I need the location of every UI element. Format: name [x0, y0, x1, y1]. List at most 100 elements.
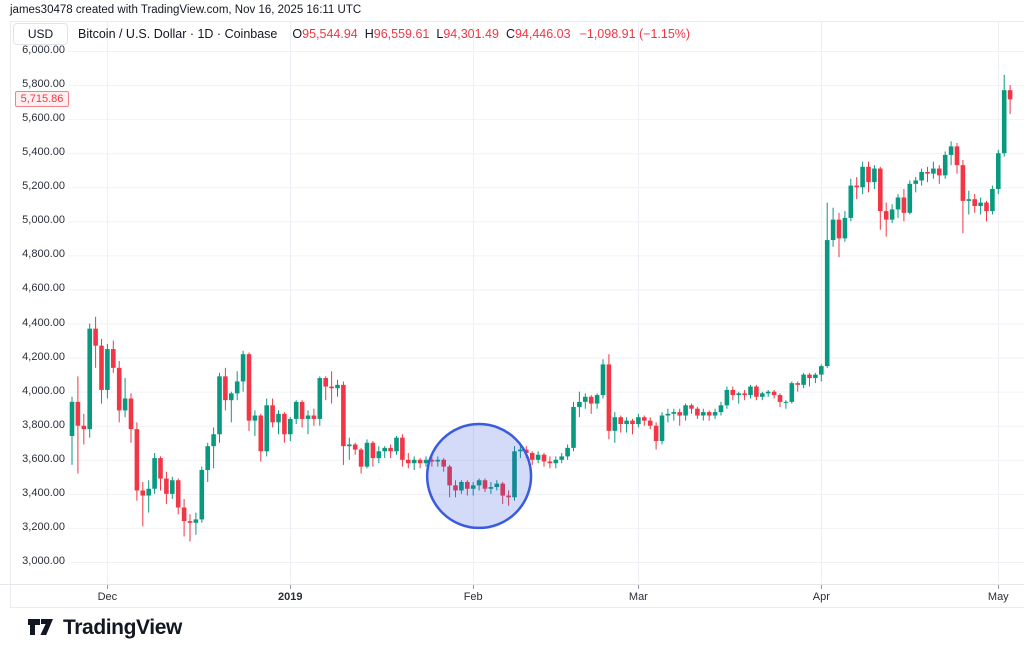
time-tick-label: Apr [812, 591, 830, 603]
candle-body [807, 374, 812, 379]
candle-body [488, 487, 494, 489]
candle-body [311, 415, 317, 419]
candle-body [146, 488, 151, 496]
ohlc-pair: O95,544.94 [292, 27, 357, 41]
candle-body [588, 396, 594, 404]
candle-body [937, 168, 942, 176]
candle-body [175, 480, 181, 508]
candle-body [901, 197, 907, 213]
candle-body [305, 415, 311, 419]
candle-body [329, 386, 334, 389]
candle-body [447, 466, 452, 486]
candle-body [777, 395, 783, 402]
candle-body [105, 349, 110, 390]
candle-body [276, 413, 281, 423]
candle-body [553, 459, 559, 464]
attribution-text: james30478 created with TradingView.com,… [10, 4, 362, 16]
candle-body [240, 354, 246, 382]
candle-body [193, 519, 199, 523]
card-top-border [10, 21, 1024, 22]
candle-body [742, 393, 747, 396]
candle-body [140, 490, 146, 496]
candle-body [376, 451, 382, 459]
ohlc-pair: H96,559.61 [365, 27, 430, 41]
candle-body [624, 420, 629, 425]
price-tick-label: 3,800.00 [22, 418, 65, 431]
candle-body [388, 447, 393, 452]
candle-body [535, 454, 541, 460]
currency-usd-button[interactable]: USD [13, 23, 68, 45]
candle-body [860, 166, 865, 188]
candle-body [724, 389, 730, 406]
candle-body [919, 171, 924, 181]
candle-body [347, 444, 352, 447]
candle-body [819, 366, 824, 375]
candle-body [760, 393, 765, 397]
candle-body [718, 405, 724, 413]
candle-body [134, 429, 140, 491]
candle-body [223, 376, 228, 401]
candle-body [600, 364, 606, 396]
time-tick-label: Feb [463, 591, 483, 603]
candle-body [352, 444, 358, 450]
highlight-circle-annotation [425, 422, 533, 530]
candle-body [636, 417, 641, 425]
candle-body [783, 401, 789, 403]
candle-body [736, 393, 741, 396]
candle-body [252, 415, 258, 421]
candle-body [75, 401, 81, 426]
price-tick-label: 4,000.00 [22, 384, 65, 397]
price-tick-label: 4,800.00 [22, 248, 65, 261]
candle-body [205, 446, 210, 471]
candle-body [677, 412, 682, 416]
candle-body [323, 378, 328, 387]
candle-body [453, 485, 458, 491]
candle-body [541, 454, 547, 462]
ohlc-letter: L [436, 27, 444, 41]
candle-body [866, 166, 871, 183]
candle-body [942, 154, 948, 176]
candle-body [234, 381, 240, 394]
candle-body [754, 386, 759, 397]
candle-body [571, 406, 576, 448]
chart-legend: USD Bitcoin / U.S. Dollar · 1D · Coinbas… [13, 23, 690, 45]
candle-body [795, 383, 800, 385]
candle-body [813, 374, 818, 379]
price-tick-label: 5,800.00 [22, 78, 65, 91]
candle-body [270, 405, 275, 423]
candle-body [264, 405, 269, 452]
candle-body [217, 376, 222, 435]
candle-body [441, 459, 446, 467]
candle-body [712, 412, 718, 416]
candle-body [465, 481, 470, 489]
candle-body [229, 393, 234, 401]
price-tick-label: 3,200.00 [22, 520, 65, 533]
candle-body [730, 389, 736, 396]
candle-body [830, 219, 836, 241]
candle-body [476, 480, 482, 486]
price-tick-label: 4,400.00 [22, 316, 65, 329]
candle-body [771, 391, 777, 396]
candle-body [659, 415, 665, 442]
candle-body [701, 412, 706, 416]
candle-body [547, 461, 553, 464]
candle-body [618, 417, 623, 425]
candle-body [671, 412, 677, 414]
candle-body [878, 168, 883, 212]
candle-body [246, 354, 252, 421]
candle-body [470, 485, 476, 489]
price-tick-label: 3,600.00 [22, 452, 65, 465]
candle-body [895, 197, 901, 210]
price-tick-label: 3,000.00 [22, 555, 65, 567]
candle-body [789, 383, 795, 402]
time-tick-label: Dec [97, 591, 118, 603]
change-value: −1,098.91 (−1.15%) [579, 27, 691, 41]
price-tick-label: 3,400.00 [22, 486, 65, 499]
candle-body [435, 459, 441, 462]
candle-body [559, 456, 564, 460]
candle-body [187, 521, 193, 523]
candle-body [1001, 90, 1007, 154]
candle-body [317, 378, 323, 419]
candle-body [288, 418, 293, 435]
